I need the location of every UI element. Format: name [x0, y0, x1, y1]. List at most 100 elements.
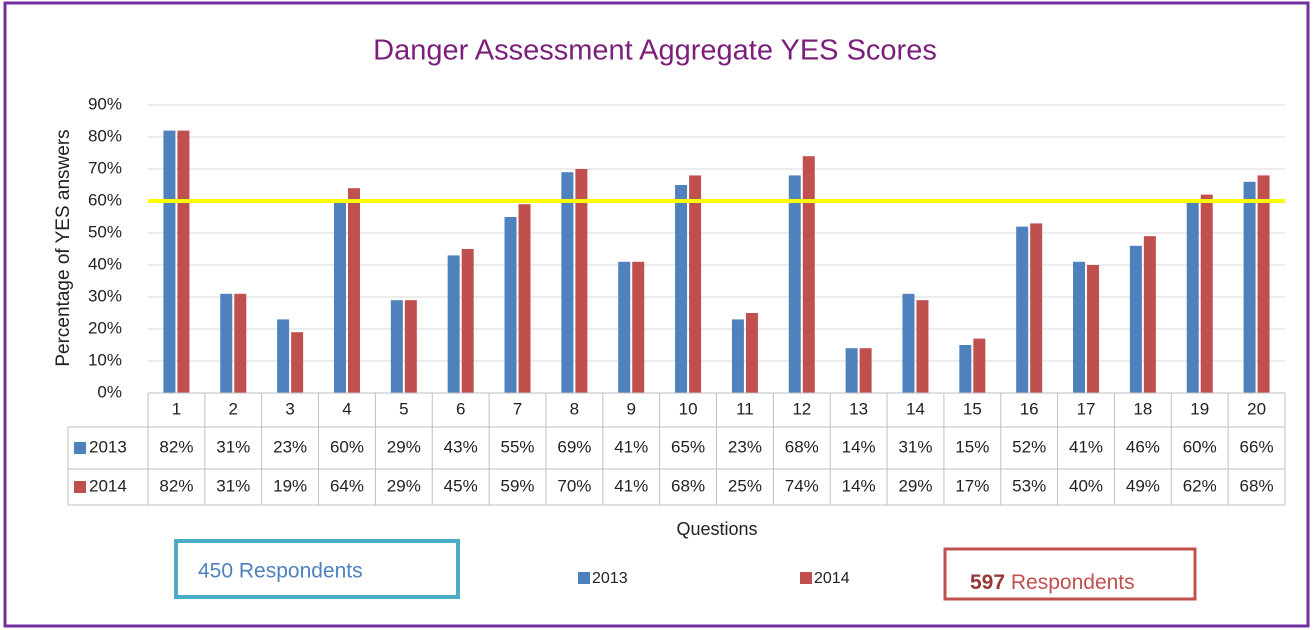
data-label: 55% [501, 437, 535, 456]
bar [859, 348, 872, 393]
annotation: 450 Respondents [198, 560, 363, 583]
data-label: 19% [273, 476, 307, 495]
annotation-box [943, 547, 1197, 601]
data-label: 29% [898, 476, 932, 495]
bar [802, 156, 815, 393]
x-tick-label: 16 [1020, 399, 1039, 418]
data-label: 29% [387, 437, 421, 456]
bar [504, 217, 517, 393]
data-label: 70% [557, 476, 591, 495]
data-label: 14% [842, 437, 876, 456]
chart-border [3, 1, 1310, 628]
data-label: 41% [1069, 437, 1103, 456]
data-label: 25% [728, 476, 762, 495]
bar [902, 293, 915, 393]
bar [333, 201, 346, 393]
bar [347, 188, 360, 393]
bar [731, 319, 744, 393]
y-tick-label: 30% [88, 286, 122, 305]
data-label: 65% [671, 437, 705, 456]
y-tick-label: 70% [88, 158, 122, 177]
data-label: 31% [216, 476, 250, 495]
x-tick-label: 15 [963, 399, 982, 418]
bar [1243, 181, 1256, 393]
data-label: 82% [159, 476, 193, 495]
x-tick-label: 3 [285, 399, 294, 418]
bar [277, 319, 290, 393]
bar [745, 313, 758, 393]
bar [675, 185, 688, 393]
data-label: 15% [955, 437, 989, 456]
annotation-bold: 597 [970, 571, 1005, 594]
data-label: 45% [444, 476, 478, 495]
bar [390, 300, 403, 393]
x-tick-label: 8 [570, 399, 579, 418]
data-label: 23% [273, 437, 307, 456]
x-tick-label: 20 [1247, 399, 1266, 418]
bar [220, 293, 233, 393]
data-label: 23% [728, 437, 762, 456]
y-tick-label: 20% [88, 318, 122, 337]
x-tick-label: 9 [626, 399, 635, 418]
x-tick-label: 2 [229, 399, 238, 418]
x-tick-label: 6 [456, 399, 465, 418]
data-label: 68% [671, 476, 705, 495]
x-tick-label: 7 [513, 399, 522, 418]
bar [1143, 236, 1156, 393]
data-label: 31% [898, 437, 932, 456]
data-label: 60% [1183, 437, 1217, 456]
data-label: 66% [1240, 437, 1274, 456]
bar [632, 261, 645, 393]
y-tick-label: 0% [97, 382, 122, 401]
x-axis-title: Questions [676, 519, 757, 539]
data-label: 53% [1012, 476, 1046, 495]
x-tick-label: 13 [849, 399, 868, 418]
legend-swatch [800, 572, 812, 584]
bar [1200, 194, 1213, 393]
y-tick-label: 50% [88, 222, 122, 241]
legend-label: 2013 [592, 570, 628, 587]
data-label: 40% [1069, 476, 1103, 495]
bar [845, 348, 858, 393]
bar [1016, 226, 1029, 393]
data-label: 60% [330, 437, 364, 456]
x-tick-label: 14 [906, 399, 925, 418]
data-label: 31% [216, 437, 250, 456]
legend-swatch [578, 572, 590, 584]
data-label: 52% [1012, 437, 1046, 456]
bar [177, 130, 190, 393]
bar [618, 261, 631, 393]
annotation-box [174, 539, 460, 599]
x-tick-label: 1 [172, 399, 181, 418]
data-label: 43% [444, 437, 478, 456]
data-label: 74% [785, 476, 819, 495]
bar [447, 255, 460, 393]
bar [291, 332, 304, 393]
bar [959, 345, 972, 393]
table-legend-swatch [74, 442, 86, 454]
data-label: 17% [955, 476, 989, 495]
data-label: 41% [614, 476, 648, 495]
bar [518, 204, 531, 393]
table-row-header: 2013 [89, 437, 127, 456]
y-tick-label: 10% [88, 350, 122, 369]
x-tick-label: 19 [1190, 399, 1209, 418]
x-tick-label: 18 [1133, 399, 1152, 418]
x-tick-label: 12 [792, 399, 811, 418]
data-label: 29% [387, 476, 421, 495]
bar [561, 172, 574, 393]
y-axis-title: Percentage of YES answers [53, 129, 74, 366]
y-tick-label: 60% [88, 190, 122, 209]
y-tick-label: 80% [88, 126, 122, 145]
bar [163, 130, 176, 393]
bar [1129, 245, 1142, 393]
legend-label: 2014 [814, 570, 850, 587]
bar [575, 169, 588, 393]
bar [1257, 175, 1270, 393]
bar [1030, 223, 1043, 393]
bar [1073, 261, 1086, 393]
bar [461, 249, 474, 393]
x-tick-label: 17 [1077, 399, 1096, 418]
data-label: 59% [501, 476, 535, 495]
data-label: 82% [159, 437, 193, 456]
